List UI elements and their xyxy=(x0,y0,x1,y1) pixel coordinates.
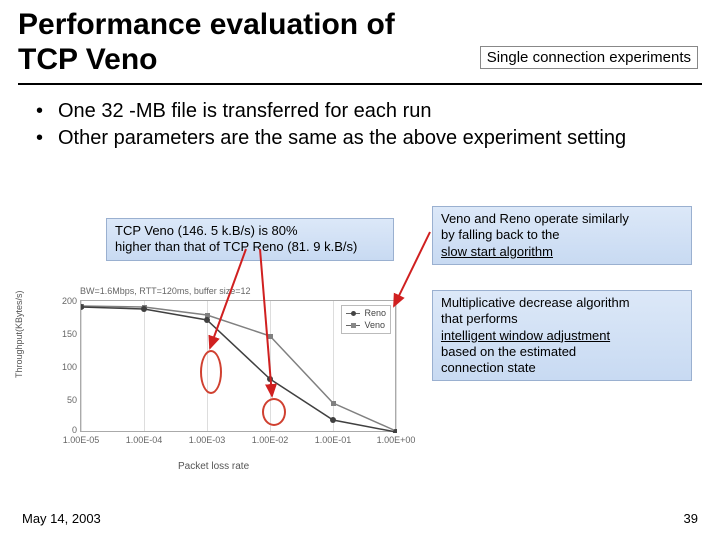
chart-xtick: 1.00E+00 xyxy=(377,435,416,445)
chart-y-label: Throughput(KBytes/s) xyxy=(14,290,24,378)
callout-similar: Veno and Reno operate similarly by falli… xyxy=(432,206,692,265)
chart-x-label: Packet loss rate xyxy=(178,461,249,472)
bullet-list: One 32 -MB file is transferred for each … xyxy=(0,85,720,151)
chart-ytick: 0 xyxy=(51,425,77,435)
callout-text: Veno and Reno operate similarly xyxy=(441,211,629,226)
callout-algorithm: Multiplicative decrease algorithm that p… xyxy=(432,290,692,381)
chart-ytick: 50 xyxy=(51,395,77,405)
chart-plot-area: Reno Veno 200 150 100 50 0 1.00E-05 1.00… xyxy=(80,300,396,432)
footer-date: May 14, 2003 xyxy=(22,511,101,526)
chart-xtick: 1.00E-05 xyxy=(63,435,100,445)
chart-ytick: 200 xyxy=(51,296,77,306)
callout-text: connection state xyxy=(441,360,536,375)
chart-xtick: 1.00E-04 xyxy=(126,435,163,445)
callout-text: higher than that of TCP Reno (81. 9 k.B/… xyxy=(115,239,357,254)
subtitle-box: Single connection experiments xyxy=(480,46,698,69)
callout-throughput: TCP Veno (146. 5 k.B/s) is 80% higher th… xyxy=(106,218,394,261)
bullet-item: One 32 -MB file is transferred for each … xyxy=(36,99,690,124)
chart-ytick: 100 xyxy=(51,362,77,372)
chart-xtick: 1.00E-02 xyxy=(252,435,289,445)
chart-xtick: 1.00E-01 xyxy=(315,435,352,445)
chart-xtick: 1.00E-03 xyxy=(189,435,226,445)
callout-text-underline: slow start algorithm xyxy=(441,244,553,259)
callout-text: TCP Veno (146. 5 k.B/s) is 80% xyxy=(115,223,298,238)
bullet-item: Other parameters are the same as the abo… xyxy=(36,126,690,151)
callout-text-underline: intelligent window adjustment xyxy=(441,328,610,343)
callout-text: that performs xyxy=(441,311,518,326)
chart-ytick: 150 xyxy=(51,329,77,339)
callout-text: based on the estimated xyxy=(441,344,576,359)
chart-header: BW=1.6Mbps, RTT=120ms, buffer size=12 xyxy=(80,286,251,296)
callout-text: by falling back to the xyxy=(441,227,560,242)
footer-page-number: 39 xyxy=(684,511,698,526)
annotation-circle xyxy=(262,398,286,426)
callout-text: Multiplicative decrease algorithm xyxy=(441,295,630,310)
annotation-circle xyxy=(200,350,222,394)
slide-title-line1: Performance evaluation of xyxy=(18,8,702,43)
chart-lines xyxy=(81,301,397,433)
